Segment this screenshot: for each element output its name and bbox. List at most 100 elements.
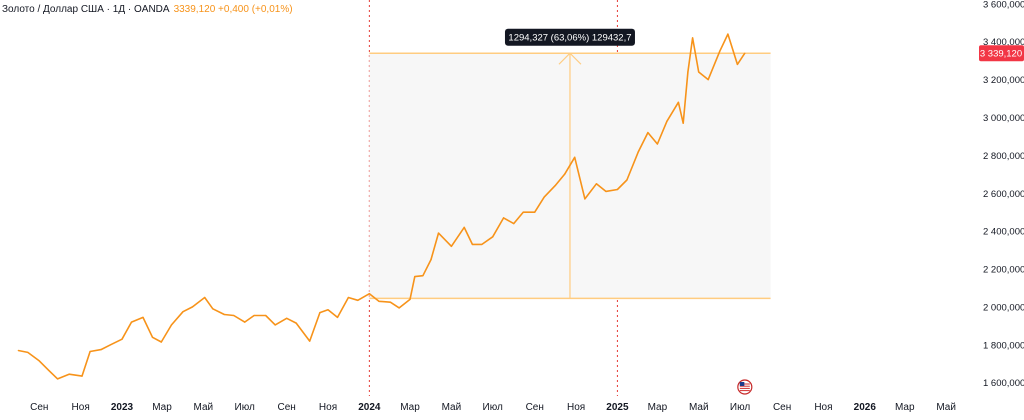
price-point	[336, 316, 339, 318]
price-point	[471, 243, 473, 246]
measure-arrow-head	[558, 52, 582, 65]
price-point	[182, 311, 184, 313]
price-point	[347, 296, 349, 299]
price-point	[727, 33, 729, 35]
price-point	[534, 211, 536, 213]
x-tick-label: Мар	[648, 402, 668, 413]
price-point	[170, 324, 173, 326]
price-point	[692, 37, 694, 39]
price-point	[357, 299, 359, 301]
price-point	[286, 317, 288, 319]
price-point	[389, 301, 391, 303]
symbol-legend: Золото / Доллар США · 1Д · OANDA 3339,120…	[2, 4, 293, 15]
price-point	[57, 378, 59, 380]
price-point	[666, 120, 668, 122]
x-tick-label: 2024	[358, 402, 381, 413]
price-point	[295, 322, 297, 324]
price-point	[463, 226, 465, 228]
x-tick-label: Сен	[278, 402, 296, 413]
price-point	[502, 217, 505, 219]
price-point	[142, 316, 144, 318]
price-point	[687, 71, 689, 73]
price-point	[398, 307, 400, 309]
last-price-tag	[979, 45, 1024, 62]
price-point	[422, 275, 424, 277]
price-point	[626, 179, 628, 181]
price-point	[204, 296, 206, 299]
price-point	[605, 190, 607, 192]
price-point	[121, 338, 123, 340]
last-price-label: 3 339,120	[980, 49, 1022, 60]
price-point	[274, 324, 276, 326]
price-point	[368, 293, 370, 295]
price-point	[109, 344, 112, 346]
last-values: 3339,120 +0,400 (+0,01%)	[173, 4, 293, 15]
price-point	[409, 298, 411, 300]
price-point	[81, 375, 83, 377]
y-tick-label: 3 200,000	[983, 75, 1024, 86]
y-tick-label: 3 400,000	[983, 37, 1024, 48]
measure-label: 1294,327 (63,06%) 129432,7	[508, 33, 631, 44]
x-tick-label: 2023	[111, 402, 134, 413]
price-point	[17, 349, 19, 352]
y-tick-label: 1 800,000	[983, 340, 1024, 351]
price-point	[637, 150, 640, 153]
price-point	[698, 71, 700, 73]
price-point	[437, 232, 440, 234]
price-point	[647, 132, 649, 134]
price-point	[656, 143, 658, 145]
price-point	[543, 196, 545, 198]
x-tick-label: Сен	[526, 402, 544, 413]
price-point	[744, 52, 746, 54]
price-point	[327, 309, 329, 311]
us-flag-canton	[739, 382, 745, 386]
y-tick-label: 2 000,000	[983, 302, 1024, 313]
us-flag-icon	[737, 379, 753, 395]
price-point	[100, 348, 102, 351]
price-point	[68, 373, 70, 375]
x-tick-label: Май	[442, 402, 462, 413]
price-point	[244, 321, 246, 323]
x-tick-label: Ноя	[814, 402, 832, 413]
price-point	[595, 183, 598, 185]
y-tick-label: 2 800,000	[983, 151, 1024, 162]
price-point	[736, 63, 738, 66]
x-tick-label: Ноя	[567, 402, 585, 413]
symbol-title: Золото / Доллар США · 1Д · OANDA	[2, 4, 170, 15]
price-point	[677, 101, 680, 103]
x-tick-label: Июл	[235, 402, 255, 413]
price-point	[481, 243, 483, 246]
y-tick-label: 3 600,000	[983, 0, 1024, 10]
price-point	[492, 236, 494, 238]
price-point	[160, 341, 162, 343]
x-tick-label: Сен	[30, 402, 48, 413]
price-point	[265, 314, 267, 317]
price-point	[319, 312, 321, 314]
price-point	[513, 222, 515, 225]
price-point	[253, 314, 255, 317]
y-tick-label: 3 000,000	[983, 113, 1024, 124]
price-point	[430, 258, 432, 261]
price-point	[151, 336, 154, 338]
price-point	[563, 173, 566, 175]
y-tick-label: 2 400,000	[983, 227, 1024, 238]
y-tick-label: 2 600,000	[983, 189, 1024, 200]
x-tick-label: Май	[936, 402, 956, 413]
price-point	[450, 245, 452, 247]
x-tick-label: Мар	[400, 402, 420, 413]
price-point	[414, 276, 416, 278]
x-tick-label: Ноя	[319, 402, 337, 413]
price-point	[554, 185, 556, 187]
price-point	[584, 198, 586, 200]
x-tick-label: Мар	[152, 402, 172, 413]
price-point	[574, 156, 576, 158]
x-tick-label: Май	[689, 402, 709, 413]
price-point	[309, 340, 311, 342]
price-point	[27, 351, 29, 354]
x-tick-label: Июл	[730, 402, 750, 413]
x-tick-label: 2026	[854, 402, 877, 413]
x-tick-label: Мар	[895, 402, 915, 413]
price-point	[616, 188, 619, 191]
